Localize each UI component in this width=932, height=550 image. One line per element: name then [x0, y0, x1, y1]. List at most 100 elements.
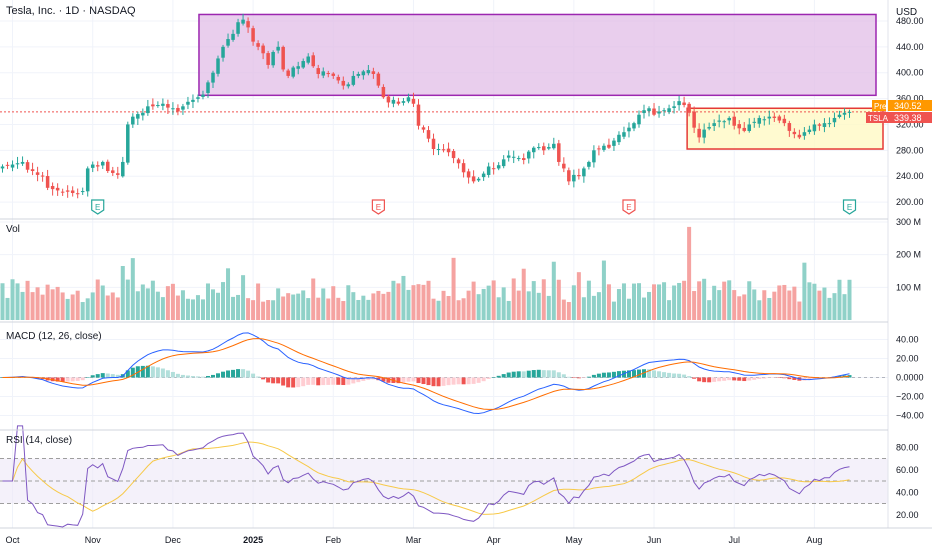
volume-bar	[105, 295, 110, 320]
volume-bar	[516, 290, 521, 320]
volume-bar	[95, 279, 100, 320]
volume-bar	[536, 292, 541, 320]
macd-histogram-bar	[837, 375, 842, 378]
volume-bar	[486, 285, 491, 320]
macd-histogram-bar	[311, 377, 316, 385]
macd-histogram-bar	[226, 370, 231, 378]
volume-bar	[682, 280, 687, 320]
premarket-badge-label: Pre	[874, 102, 887, 111]
volume-bar	[566, 302, 571, 320]
candle-body	[90, 164, 95, 168]
currency-label[interactable]: USD	[896, 7, 917, 18]
macd-histogram-bar	[762, 377, 767, 379]
earnings-marker-shape	[91, 199, 105, 215]
volume-bar	[812, 283, 817, 320]
macd-histogram-bar	[85, 377, 90, 378]
candle-body	[301, 61, 305, 68]
volume-bar	[797, 301, 802, 320]
volume-bar	[446, 295, 451, 320]
candle-body	[321, 71, 326, 76]
volume-bar	[266, 300, 271, 320]
volume-bar	[336, 297, 341, 320]
time-axis-label: Aug	[806, 535, 822, 545]
macd-histogram-bar	[110, 374, 115, 378]
volume-bar	[556, 279, 561, 320]
macd-histogram-bar	[506, 372, 511, 378]
volume-bar	[386, 291, 391, 320]
macd-histogram-bar	[105, 373, 110, 378]
candle-body	[296, 66, 300, 69]
macd-histogram-bar	[125, 370, 130, 378]
macd-histogram-bar	[160, 368, 165, 378]
candle-body	[431, 138, 436, 150]
candle-body	[411, 98, 416, 104]
candle-body	[171, 108, 175, 110]
candle-body	[236, 22, 240, 34]
resistance-zone-box[interactable]	[198, 13, 877, 97]
macd-histogram-bar	[60, 377, 65, 382]
right-price-axis[interactable]: 480.00 440.00 400.00 360.00 320.00 280.00 240.…	[896, 16, 924, 520]
candle-body	[657, 111, 661, 114]
candle-body	[281, 46, 285, 70]
candle-body	[20, 161, 25, 164]
candle-body	[792, 131, 797, 135]
volume-bar	[426, 280, 431, 320]
volume-bar	[45, 284, 50, 320]
macd-histogram-bar	[175, 373, 180, 378]
macd-histogram-bar	[321, 377, 326, 386]
volume-bar	[782, 284, 787, 320]
time-axis-label: Apr	[487, 535, 501, 545]
volume-bar	[717, 290, 722, 320]
axis-tick-label: 360.00	[896, 94, 924, 104]
macd-histogram-bar	[792, 377, 797, 380]
volume-bar	[30, 292, 35, 320]
candle-body	[25, 162, 30, 170]
candle-body	[526, 151, 531, 159]
macd-histogram-bar	[591, 374, 596, 378]
candle-body	[441, 149, 446, 151]
volume-bar	[261, 301, 266, 320]
candle-body	[647, 108, 651, 112]
symbol-title[interactable]: Tesla, Inc. · 1D · NASDAQ	[6, 5, 136, 17]
signal-line	[2, 337, 850, 410]
volume-bar	[772, 291, 777, 320]
time-axis[interactable]: Oct Nov Dec 2025 Feb Mar Apr May Jun Jul Aug	[6, 535, 823, 545]
macd-histogram-bar	[80, 377, 85, 381]
candle-body	[712, 123, 716, 126]
volume-bar	[296, 293, 301, 320]
macd-histogram-bar	[516, 371, 521, 378]
axis-tick-label: 480.00	[896, 16, 924, 26]
candle-body	[261, 45, 265, 54]
volume-bar	[747, 281, 752, 320]
rsi-pane-label[interactable]: RSI (14, close)	[6, 435, 72, 446]
candle-body	[366, 70, 371, 74]
volume-bar	[231, 296, 236, 320]
volume-bar	[70, 294, 75, 320]
volume-bar	[175, 295, 180, 320]
consolidation-zone-box[interactable]	[686, 107, 884, 150]
candle-body	[582, 168, 586, 177]
macd-histogram-bar	[712, 377, 717, 382]
candle-body	[221, 46, 225, 58]
candle-body	[55, 187, 60, 191]
candle-body	[812, 124, 817, 132]
macd-histogram-bar	[662, 372, 667, 378]
volume-bar	[586, 280, 591, 320]
volume-bar	[501, 287, 506, 320]
volume-pane-label[interactable]: Vol	[6, 224, 20, 235]
candle-body	[737, 124, 741, 129]
volume-bar	[526, 291, 531, 320]
macd-histogram-bar	[536, 369, 541, 378]
volume-bar	[120, 265, 125, 320]
candle-body	[752, 121, 757, 123]
candle-body	[206, 82, 210, 93]
macd-pane-label[interactable]: MACD (12, 26, close)	[6, 331, 102, 342]
volume-bar	[441, 290, 446, 320]
macd-histogram-bar	[636, 369, 642, 378]
macd-histogram-bar	[642, 369, 647, 378]
volume-bar	[371, 293, 376, 320]
earnings-marker-shape	[622, 199, 636, 215]
volume-bar	[60, 292, 65, 320]
volume-bar	[722, 281, 727, 320]
